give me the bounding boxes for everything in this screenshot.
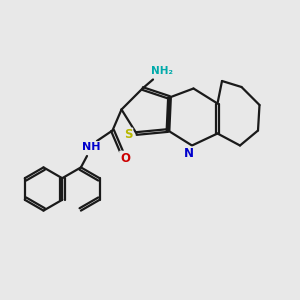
Text: NH: NH [82, 142, 101, 152]
Text: NH₂: NH₂ [151, 65, 173, 76]
Text: S: S [124, 128, 132, 142]
Text: O: O [120, 152, 130, 165]
Text: N: N [184, 147, 194, 161]
